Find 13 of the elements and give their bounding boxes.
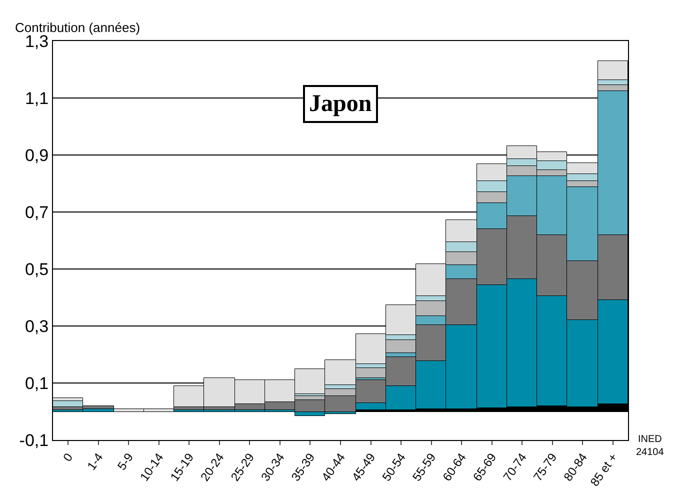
y-tick-label: 1,1 xyxy=(24,88,49,108)
x-tick-label: 5-9 xyxy=(114,450,136,473)
text: Japon xyxy=(309,91,372,117)
x-tick-label: 85 et + xyxy=(588,450,620,489)
y-tick-label: 0,7 xyxy=(24,202,49,222)
y-tick-label: 0,1 xyxy=(24,374,49,393)
x-tick-label: 1-4 xyxy=(84,450,106,473)
y-tick-label: 0,3 xyxy=(24,316,49,336)
text: INED 24104 xyxy=(636,434,664,458)
y-tick-label: 0,9 xyxy=(24,146,49,165)
y-tick-label: -0,1 xyxy=(19,430,49,450)
x-tick-label: 0 xyxy=(60,450,76,464)
y-tick-label: 0,5 xyxy=(24,260,49,279)
